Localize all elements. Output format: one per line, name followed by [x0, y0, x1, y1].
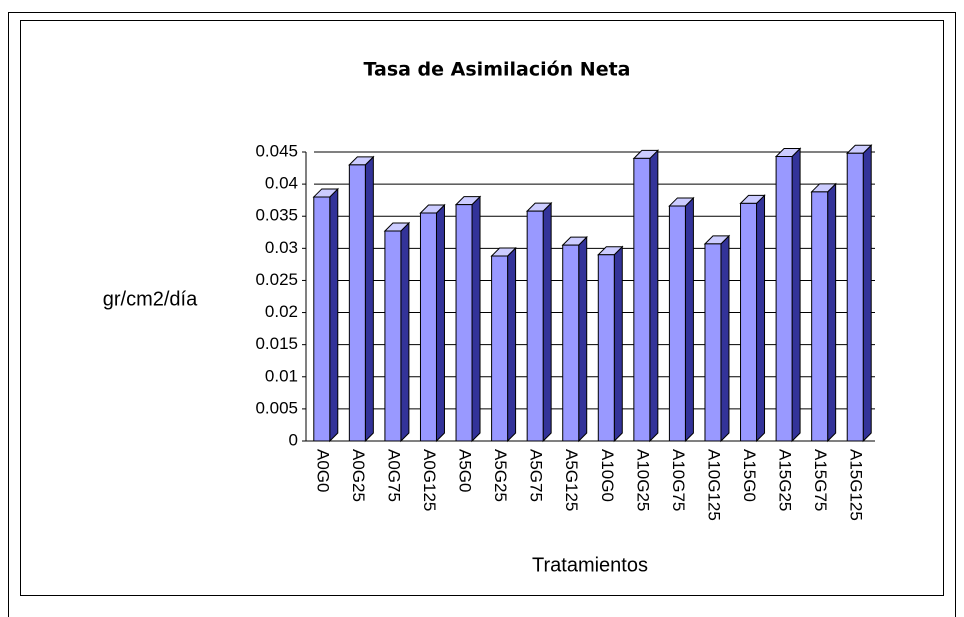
x-tick-label: A10G125	[704, 449, 723, 521]
x-tick-label: A5G0	[456, 449, 475, 492]
x-tick-label: A5G125	[562, 449, 581, 511]
bar	[454, 195, 482, 443]
y-tick-label: 0.005	[255, 398, 298, 417]
y-tick-label: 0.025	[255, 270, 298, 289]
bar	[561, 235, 588, 443]
bar-face	[684, 196, 694, 443]
y-tick-label: 0.035	[255, 206, 298, 225]
bar-face	[526, 210, 544, 442]
bar	[668, 196, 695, 443]
bar-face	[740, 202, 758, 442]
bar-face	[811, 191, 829, 442]
bar-face	[827, 182, 837, 443]
bar	[810, 182, 837, 443]
bar-face	[668, 205, 686, 442]
bar	[774, 147, 802, 443]
x-tick-label: A15G125	[847, 449, 866, 521]
bar-face	[649, 149, 659, 443]
bar-face	[562, 244, 580, 442]
bar	[525, 201, 553, 443]
x-tick-label: A10G0	[598, 449, 617, 502]
chart-frame	[20, 20, 944, 596]
bar-face	[791, 147, 801, 443]
x-axis-label: Tratamientos	[532, 554, 648, 576]
y-tick-label: 0.02	[265, 302, 298, 321]
bar	[739, 194, 766, 443]
bar	[632, 149, 660, 443]
y-tick-label: 0.015	[255, 334, 298, 353]
bar-face	[384, 230, 402, 442]
y-axis-label: gr/cm2/día	[103, 288, 198, 310]
bar-face	[313, 196, 331, 442]
bar-face	[597, 254, 615, 442]
bar-face	[419, 212, 437, 442]
x-tick-label: A5G25	[491, 449, 510, 502]
bar-face	[633, 157, 651, 442]
chart-title: Tasa de Asimilación Neta	[363, 59, 630, 81]
bar	[348, 155, 375, 443]
x-tick-label: A5G75	[527, 449, 546, 502]
bar-face	[329, 187, 339, 443]
bar-face	[491, 255, 509, 442]
bar-face	[756, 194, 766, 443]
bar-face	[720, 234, 730, 443]
bar-face	[471, 195, 481, 443]
x-tick-label: A15G0	[740, 449, 759, 502]
x-tick-label: A0G75	[384, 449, 403, 502]
bar-face	[455, 204, 473, 442]
x-tick-label: A0G125	[420, 449, 439, 511]
outer-frame	[8, 12, 956, 617]
bar	[597, 245, 624, 443]
bar	[490, 246, 517, 443]
bar	[703, 234, 731, 443]
bar	[419, 203, 446, 443]
bar	[312, 187, 339, 443]
bar-face	[613, 245, 623, 443]
y-tick-label: 0.01	[265, 366, 298, 385]
bar-face	[364, 155, 374, 443]
bar-face	[542, 201, 552, 443]
x-tick-label: A0G25	[349, 449, 368, 502]
bar-face	[400, 221, 410, 443]
x-tick-label: A15G25	[776, 449, 795, 511]
x-tick-label: A10G25	[633, 449, 652, 511]
y-tick-label: 0.03	[265, 238, 298, 257]
x-tick-label: A10G75	[669, 449, 688, 511]
bar-face	[507, 246, 517, 443]
x-tick-label: A15G75	[811, 449, 830, 511]
bar	[846, 144, 873, 443]
y-tick-label: 0	[289, 430, 298, 449]
bar-face	[775, 155, 793, 442]
bar-face	[862, 144, 872, 443]
bar-face	[704, 243, 722, 442]
bar-face	[578, 235, 588, 443]
bar-face	[348, 164, 366, 442]
y-tick-label: 0.045	[255, 141, 298, 160]
bar-face	[846, 152, 864, 442]
bar	[383, 221, 411, 443]
bar-face	[435, 203, 445, 443]
y-tick-label: 0.04	[265, 174, 298, 193]
x-tick-label: A0G0	[313, 449, 332, 492]
